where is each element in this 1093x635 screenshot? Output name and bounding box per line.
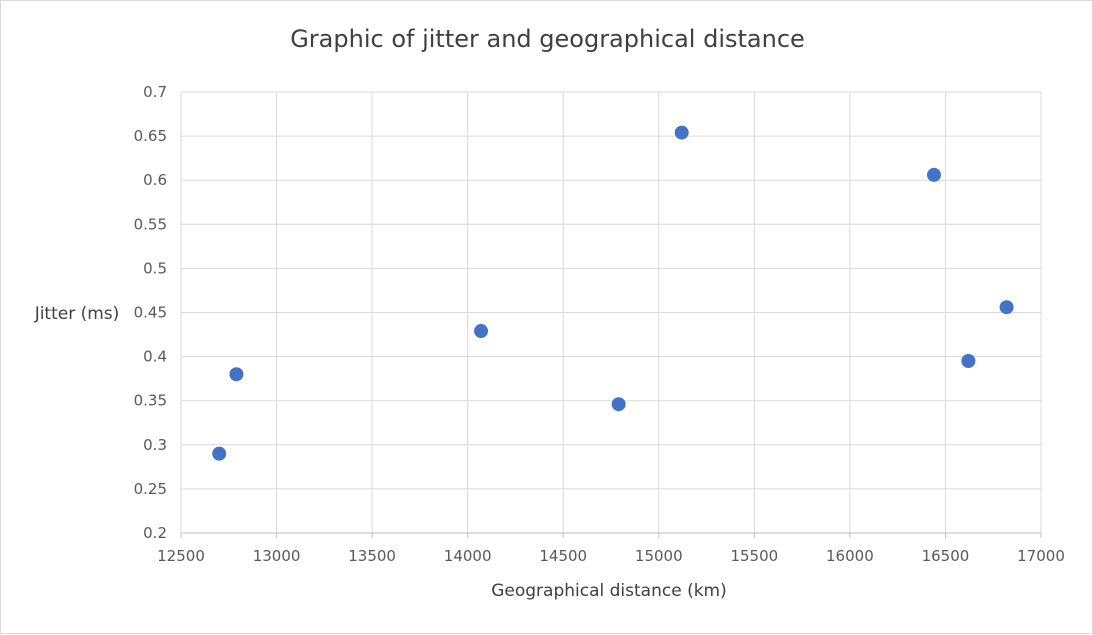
x-tick-label: 14000 xyxy=(444,547,492,565)
y-tick-label: 0.4 xyxy=(143,348,167,366)
x-tick-label: 17000 xyxy=(1017,547,1065,565)
y-axis-ticks: 0.2 0.25 0.3 0.35 0.4 0.45 0.5 0.55 0.6 0.65 0.7 xyxy=(134,83,167,542)
data-point xyxy=(999,300,1014,315)
y-tick-label: 0.55 xyxy=(134,215,167,233)
chart-title: Graphic of jitter and geographical dista… xyxy=(290,25,805,53)
y-tick-label: 0.25 xyxy=(134,480,167,498)
data-points xyxy=(212,125,1014,461)
y-tick-label: 0.7 xyxy=(143,83,167,101)
x-tick-label: 16000 xyxy=(826,547,874,565)
y-tick-label: 0.6 xyxy=(143,171,167,189)
gridlines xyxy=(180,91,1042,538)
x-tick-label: 13500 xyxy=(348,547,396,565)
x-tick-label: 14500 xyxy=(539,547,587,565)
y-tick-label: 0.65 xyxy=(134,127,167,145)
y-tick-label: 0.3 xyxy=(143,436,167,454)
y-axis-label: Jitter (ms) xyxy=(34,304,120,324)
y-tick-label: 0.45 xyxy=(134,304,167,322)
data-point xyxy=(229,367,244,382)
x-tick-label: 12500 xyxy=(157,547,205,565)
data-point xyxy=(926,167,941,182)
x-axis-label: Geographical distance (km) xyxy=(491,581,727,601)
x-tick-label: 15500 xyxy=(730,547,778,565)
x-tick-label: 13000 xyxy=(253,547,301,565)
data-point xyxy=(611,397,626,412)
data-point xyxy=(474,324,489,339)
y-tick-label: 0.2 xyxy=(143,524,167,542)
data-point xyxy=(212,446,227,461)
x-axis-ticks: 12500 13000 13500 14000 14500 15000 15500 16000… xyxy=(157,547,1065,565)
x-tick-label: 16500 xyxy=(922,547,970,565)
y-tick-label: 0.5 xyxy=(143,259,167,277)
data-point xyxy=(961,354,976,369)
y-tick-label: 0.35 xyxy=(134,392,167,410)
data-point xyxy=(674,125,689,140)
x-tick-label: 15000 xyxy=(635,547,683,565)
